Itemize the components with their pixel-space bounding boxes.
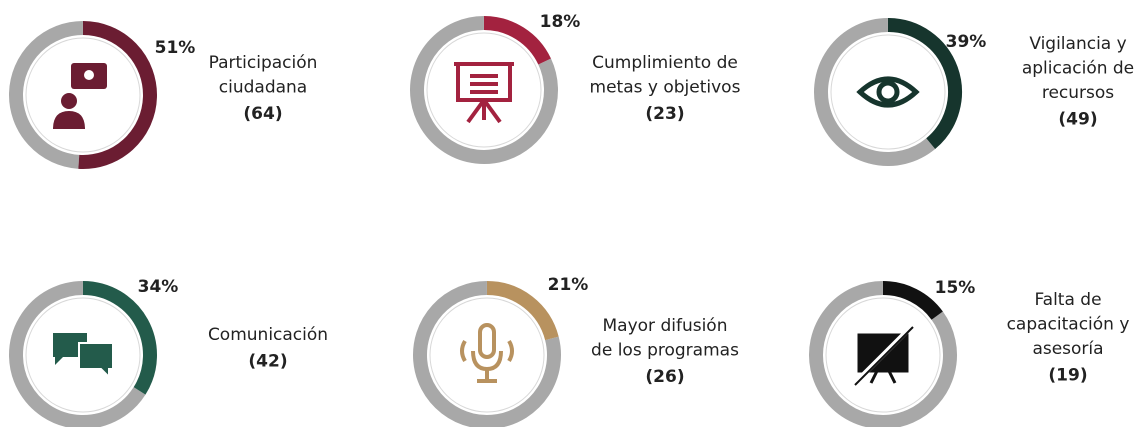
donut-chart: 21% Mayor difusión de los programas (26)	[413, 275, 739, 427]
icon	[856, 76, 920, 108]
inner-disc	[830, 34, 946, 150]
percent-label: 21%	[548, 275, 589, 295]
category-label: metas y objetivos	[590, 78, 741, 98]
icon	[84, 70, 94, 80]
icon	[854, 326, 914, 386]
percent-label: 51%	[155, 38, 196, 58]
icon	[53, 111, 85, 129]
ring-remainder	[809, 281, 957, 427]
category-label: de los programas	[591, 341, 739, 361]
icon	[53, 333, 114, 380]
donut-chart: 18% Cumplimiento de metas y objetivos (23)	[410, 12, 741, 164]
ring-remainder	[9, 21, 84, 169]
ring-value	[882, 281, 943, 320]
count-label: (26)	[645, 367, 684, 387]
ring-remainder	[9, 281, 146, 427]
category-label: capacitación y	[1007, 315, 1130, 335]
ring-remainder	[410, 16, 558, 164]
ring-value	[486, 281, 559, 341]
icon	[857, 333, 909, 384]
percent-label: 39%	[946, 32, 987, 52]
icon	[851, 323, 915, 387]
percent-label: 18%	[540, 12, 581, 32]
donut-chart: 15% Falta de capacitación y asesoría (19)	[809, 278, 1130, 427]
icon	[856, 76, 920, 108]
icon	[454, 62, 514, 124]
icon	[460, 323, 514, 383]
category-label: ciudadana	[219, 78, 307, 98]
ring-value	[82, 281, 157, 395]
count-label: (49)	[1058, 110, 1097, 130]
ring-value	[887, 18, 962, 150]
icon	[61, 93, 77, 109]
percent-label: 34%	[138, 277, 179, 297]
donut-chart: 39% Vigilancia y aplicación de recursos (49)	[814, 18, 1134, 166]
percent-label: 15%	[935, 278, 976, 298]
icon	[53, 63, 107, 129]
icon	[876, 80, 900, 104]
donut-chart: 34% Comunicación (42)	[9, 277, 328, 427]
category-label: Vigilancia y	[1029, 34, 1126, 54]
icon	[454, 62, 514, 124]
icon	[78, 342, 114, 380]
category-label: Cumplimiento de	[592, 53, 738, 73]
category-label: recursos	[1042, 83, 1114, 103]
ring-value	[483, 16, 551, 65]
donut-chart: 51% Participación ciudadana (64)	[9, 21, 318, 169]
icon	[460, 339, 514, 383]
inner-disc	[25, 37, 141, 153]
category-label: Comunicación	[208, 325, 328, 345]
ring-remainder	[814, 18, 936, 166]
count-label: (23)	[645, 104, 684, 124]
icon	[478, 323, 496, 359]
count-label: (19)	[1048, 366, 1087, 386]
category-label: Mayor difusión	[603, 316, 728, 336]
ring-value	[78, 21, 157, 169]
category-label: asesoría	[1032, 339, 1103, 359]
ring-remainder	[413, 281, 561, 427]
category-label: Falta de	[1034, 290, 1101, 310]
count-label: (64)	[243, 104, 282, 124]
category-label: Participación	[209, 53, 318, 73]
icon	[851, 323, 915, 387]
count-label: (42)	[248, 352, 287, 372]
category-label: aplicación de	[1022, 59, 1134, 79]
